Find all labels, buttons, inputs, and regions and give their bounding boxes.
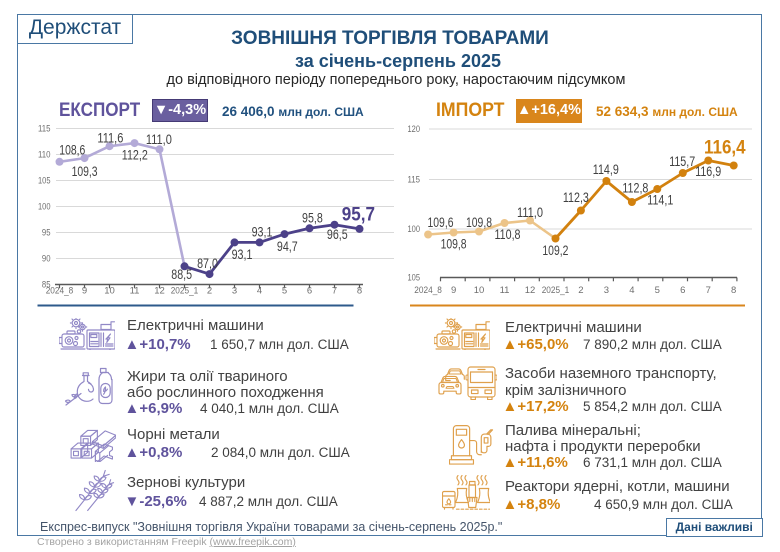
svg-text:87,0: 87,0 <box>197 256 218 271</box>
svg-text:93,1: 93,1 <box>232 247 253 262</box>
svg-text:12: 12 <box>154 286 165 297</box>
svg-text:105: 105 <box>408 273 421 284</box>
svg-text:116,4: 116,4 <box>704 137 746 159</box>
svg-text:110: 110 <box>38 150 51 161</box>
svg-text:6: 6 <box>680 285 685 296</box>
svg-text:109,8: 109,8 <box>441 237 467 252</box>
svg-text:90: 90 <box>42 254 51 265</box>
svg-text:111,0: 111,0 <box>146 132 172 147</box>
svg-text:8: 8 <box>731 285 736 296</box>
svg-text:7: 7 <box>332 286 337 297</box>
svg-text:2025_1: 2025_1 <box>542 285 570 296</box>
svg-text:4: 4 <box>629 285 634 296</box>
svg-text:2025_1: 2025_1 <box>171 286 199 297</box>
svg-text:88,5: 88,5 <box>171 267 192 282</box>
svg-text:2: 2 <box>207 286 212 297</box>
svg-text:114,9: 114,9 <box>593 162 619 177</box>
svg-text:6: 6 <box>307 286 312 297</box>
svg-text:114,1: 114,1 <box>647 193 673 208</box>
svg-text:3: 3 <box>604 285 609 296</box>
svg-text:10: 10 <box>104 286 115 297</box>
svg-text:2024_8: 2024_8 <box>46 286 74 297</box>
svg-text:112,8: 112,8 <box>622 181 648 196</box>
svg-text:5: 5 <box>655 285 660 296</box>
svg-text:85: 85 <box>42 280 51 291</box>
svg-text:115: 115 <box>38 124 51 135</box>
svg-text:109,2: 109,2 <box>542 243 568 258</box>
svg-text:116,9: 116,9 <box>695 164 721 179</box>
svg-text:115: 115 <box>408 175 421 186</box>
svg-text:11: 11 <box>500 285 510 296</box>
svg-text:112,2: 112,2 <box>122 147 148 162</box>
svg-text:109,6: 109,6 <box>428 215 454 230</box>
svg-text:110,8: 110,8 <box>495 227 521 242</box>
svg-text:109,8: 109,8 <box>466 215 492 230</box>
svg-text:12: 12 <box>525 285 536 296</box>
svg-text:95,8: 95,8 <box>302 210 323 225</box>
svg-text:115,7: 115,7 <box>669 154 695 169</box>
svg-text:120: 120 <box>408 124 421 135</box>
svg-text:9: 9 <box>451 285 456 296</box>
svg-text:112,3: 112,3 <box>563 190 589 205</box>
svg-text:100: 100 <box>408 224 421 235</box>
svg-text:3: 3 <box>232 286 237 297</box>
svg-text:100: 100 <box>38 202 51 213</box>
svg-text:111,6: 111,6 <box>97 130 123 145</box>
svg-text:95: 95 <box>42 228 51 239</box>
svg-text:9: 9 <box>82 286 87 297</box>
svg-text:96,5: 96,5 <box>327 227 348 242</box>
svg-text:108,6: 108,6 <box>59 143 85 158</box>
svg-text:2024_8: 2024_8 <box>414 285 442 296</box>
svg-text:94,7: 94,7 <box>277 239 298 254</box>
svg-text:105: 105 <box>38 176 51 187</box>
svg-text:93,1: 93,1 <box>252 225 273 240</box>
svg-text:109,3: 109,3 <box>72 164 98 179</box>
svg-text:111,0: 111,0 <box>517 205 543 220</box>
svg-text:4: 4 <box>257 286 262 297</box>
svg-text:11: 11 <box>130 286 140 297</box>
svg-text:10: 10 <box>474 285 485 296</box>
svg-text:2: 2 <box>578 285 583 296</box>
svg-text:95,7: 95,7 <box>342 203 375 225</box>
svg-text:7: 7 <box>706 285 711 296</box>
svg-text:5: 5 <box>282 286 287 297</box>
svg-text:8: 8 <box>357 286 362 297</box>
